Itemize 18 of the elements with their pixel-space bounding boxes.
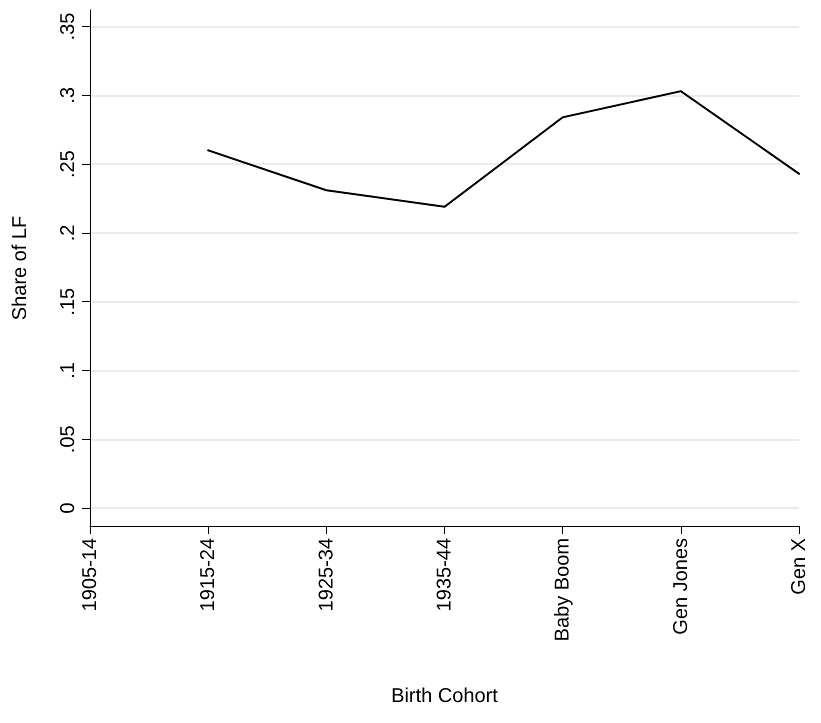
y-tick-label: .15 (57, 288, 79, 316)
x-tick-label: Baby Boom (552, 538, 574, 642)
y-tick-label: .05 (57, 425, 79, 454)
y-tick-label: .2 (57, 224, 79, 242)
x-tick-label: Gen X (788, 538, 810, 595)
line-series (207, 90, 800, 208)
x-tick-label: Gen Jones (670, 538, 692, 635)
x-axis-title: Birth Cohort (391, 685, 498, 707)
y-tick-label: .35 (57, 12, 79, 40)
x-tick-label: 1935-44 (434, 538, 456, 612)
y-axis-title: Share of LF (9, 216, 31, 320)
y-tick-label: .3 (57, 86, 79, 104)
x-tick-label: 1925-34 (315, 538, 338, 612)
x-tick-label: 1915-24 (197, 538, 220, 612)
y-tick-label: .25 (57, 150, 79, 178)
y-tick-label: 0 (57, 502, 79, 514)
x-tick-label: 1905-14 (79, 538, 101, 612)
y-tick-label: .1 (57, 362, 79, 379)
